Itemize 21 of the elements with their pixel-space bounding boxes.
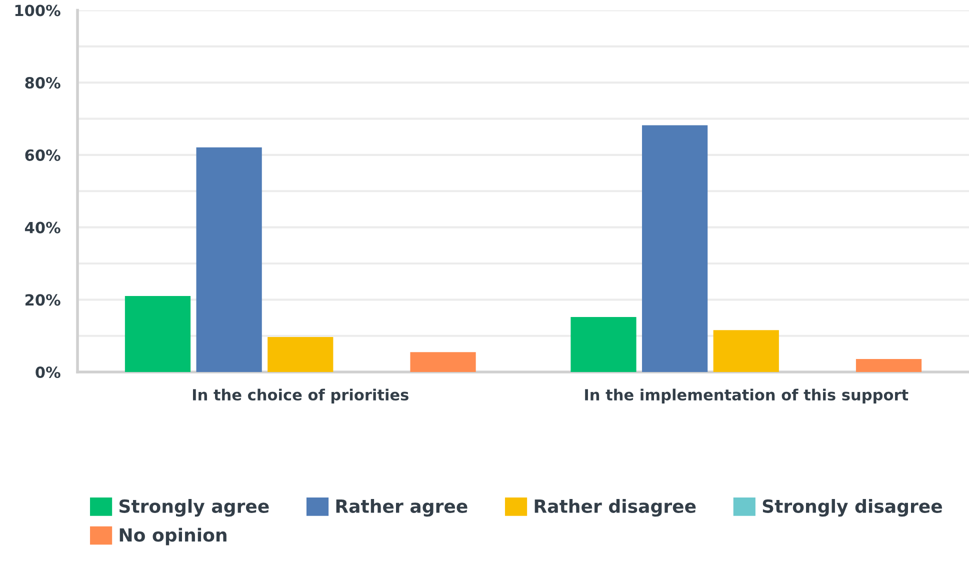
legend-label: No opinion <box>120 528 226 546</box>
x-tick-label: In the choice of priorities <box>193 388 408 404</box>
bar <box>642 125 708 372</box>
y-tick-label: 60% <box>25 149 60 161</box>
bar <box>124 296 191 372</box>
legend-label: Rather agree <box>336 499 468 517</box>
y-tick-label: 40% <box>24 222 60 234</box>
bar <box>570 317 636 372</box>
y-tick-label: 80% <box>25 77 60 89</box>
legend-label: Rather disagree <box>534 499 696 517</box>
bar <box>856 359 922 372</box>
bar <box>410 352 476 372</box>
y-tick-label: 0% <box>36 366 60 378</box>
bar <box>196 147 262 372</box>
y-tick-label: 100% <box>15 4 60 16</box>
legend-label: Strongly disagree <box>762 499 942 517</box>
x-tick-label: In the implementation of this support <box>585 388 908 404</box>
y-tick-label: 20% <box>25 294 60 306</box>
legend-label: Strongly agree <box>119 499 269 517</box>
bar <box>713 330 779 372</box>
bar <box>268 336 334 372</box>
